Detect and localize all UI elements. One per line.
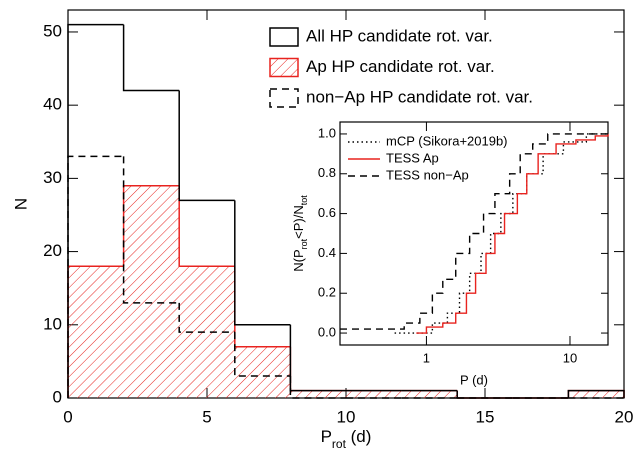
bar-fill — [290, 390, 346, 398]
x-tick-label: 10 — [563, 350, 577, 365]
cdf-line — [340, 133, 608, 330]
bar-step — [178, 185, 235, 267]
x-tick-label: 10 — [337, 407, 356, 426]
y-tick-label: 0.0 — [318, 324, 336, 339]
legend-label: TESS non−Ap — [386, 167, 469, 182]
y-tick-label: 50 — [43, 21, 62, 40]
axis-label: P (d) — [460, 372, 488, 387]
bar-step — [178, 90, 235, 202]
y-tick-label: 40 — [43, 95, 62, 114]
y-tick-label: 0.8 — [318, 165, 336, 180]
y-tick-label: 0.6 — [318, 205, 336, 220]
legend-label: non−Ap HP candidate rot. var. — [306, 87, 533, 106]
axis-label: Prot (d) — [321, 427, 372, 451]
axis-label-part: P — [321, 427, 332, 446]
y-tick-label: 0.2 — [318, 285, 336, 300]
bar-step — [567, 389, 625, 398]
axis-label-part: rot — [332, 437, 347, 451]
bar-step — [178, 302, 235, 333]
axis-label-part: rot — [299, 238, 309, 249]
axis-label-part: tot — [299, 195, 309, 206]
y-tick-label: 10 — [43, 314, 62, 333]
legend-swatch — [269, 27, 299, 47]
x-tick-label: 20 — [615, 407, 634, 426]
axis-label: N — [11, 198, 30, 210]
x-tick-label: 0 — [63, 407, 72, 426]
legend-swatch — [269, 88, 299, 108]
legend-label: Ap HP candidate rot. var. — [306, 57, 495, 76]
x-tick-label: 1 — [423, 350, 430, 365]
legend-label: mCP (Sikora+2019b) — [386, 133, 508, 148]
bar-step — [234, 200, 291, 326]
bar-step — [234, 266, 291, 348]
bar-step — [234, 332, 291, 377]
bar-fill — [68, 266, 124, 398]
bar-fill — [568, 390, 624, 398]
axis-label-part: N(P — [291, 249, 306, 271]
y-tick-label: 0.4 — [318, 245, 336, 260]
bar-fill — [234, 346, 291, 398]
y-tick-label: 30 — [43, 168, 62, 187]
legend-label: All HP candidate rot. var. — [306, 26, 493, 45]
x-tick-label: 5 — [202, 407, 211, 426]
x-tick-label: 15 — [476, 407, 495, 426]
y-tick-label: 20 — [43, 241, 62, 260]
bar-step — [289, 346, 346, 392]
y-tick-label: 1.0 — [318, 125, 336, 140]
bar-step — [67, 155, 124, 398]
cdf-line — [416, 133, 609, 334]
bar-step — [122, 156, 180, 304]
axis-label: N(Prot<P)/Ntot — [291, 195, 309, 272]
bar-fill — [346, 390, 402, 398]
bar-fill — [401, 390, 458, 398]
y-tick-label: 0 — [53, 387, 62, 406]
bar-fill — [123, 185, 180, 398]
bar-step — [122, 24, 180, 92]
legend-swatch — [269, 57, 299, 78]
axis-label-part: <P)/N — [291, 205, 306, 239]
legend-label: TESS Ap — [386, 150, 439, 165]
axis-label-part: (d) — [346, 427, 372, 446]
